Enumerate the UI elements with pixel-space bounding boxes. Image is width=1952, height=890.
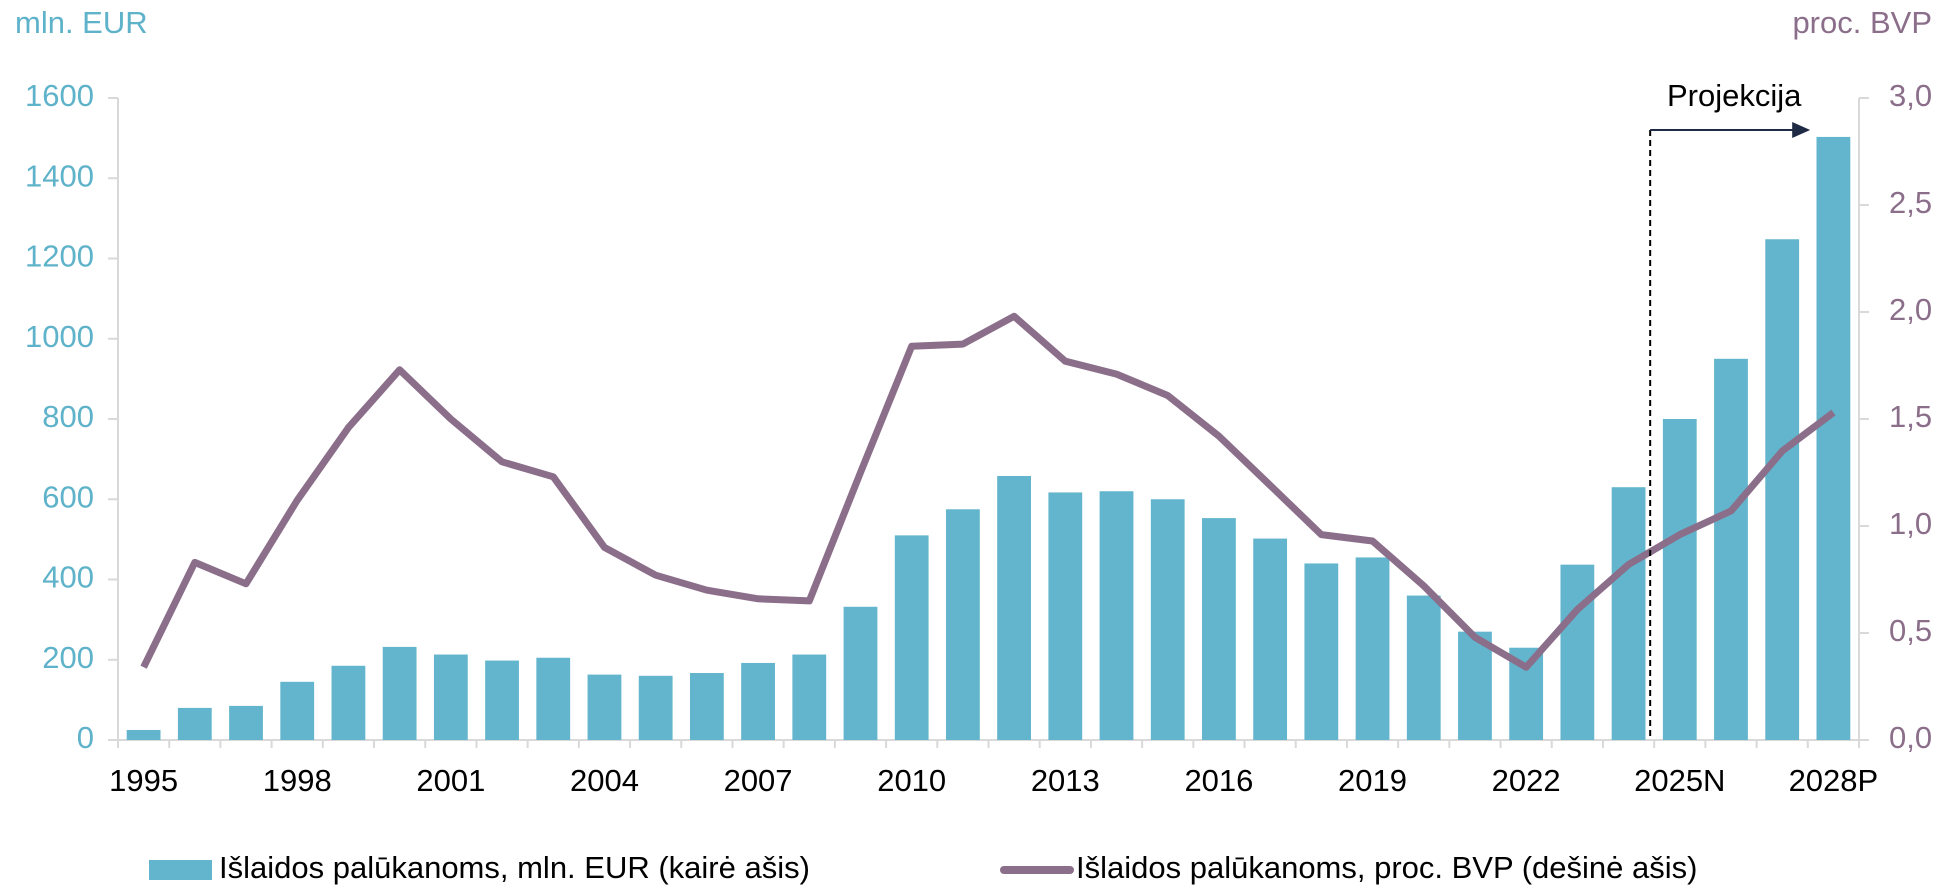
x-tick-label: 2001 [416,763,485,798]
bar [1355,557,1390,740]
y2-tick-label: 2,0 [1889,292,1932,327]
y-tick-label: 400 [42,560,94,595]
annotation: Projekcija [1667,78,1802,113]
y-tick-label: 800 [42,399,94,434]
y2-tick-label: 1,5 [1889,399,1932,434]
bar [1662,419,1697,740]
y-tick-label: 1600 [25,78,94,113]
bar [1816,136,1851,740]
legend-swatch [149,860,212,880]
bar [587,674,622,740]
x-tick-label: 2025N [1634,763,1725,798]
bar [382,646,417,740]
y-tick-label: 1000 [25,319,94,354]
y2-tick-label: 1,0 [1889,506,1932,541]
line [140,312,1836,671]
bar [1560,564,1595,740]
bar [1611,487,1646,740]
bar [1150,499,1185,740]
bar [433,654,468,740]
y-axis-label: mln. EUR [15,5,148,40]
bar [1099,491,1134,740]
bar [1048,492,1083,740]
bar [126,729,161,740]
bar [689,672,724,740]
legend-label: Išlaidos palūkanoms, proc. BVP (dešinė a… [1076,850,1697,885]
bar [843,606,878,740]
y-tick-label: 0 [77,720,94,755]
x-tick-label: 2013 [1031,763,1100,798]
bar [536,657,571,740]
bar [1202,518,1236,740]
legend-label: Išlaidos palūkanoms, mln. EUR (kairė aši… [219,850,810,885]
bar [177,707,212,740]
x-tick-label: 2022 [1492,763,1561,798]
x-tick-label: 2019 [1338,763,1407,798]
bar [485,660,519,740]
bar [741,662,775,740]
y2-tick-label: 0,0 [1889,720,1932,755]
bar [1714,358,1748,740]
y-tick-label: 1200 [25,239,94,274]
x-tick-label: 2007 [724,763,793,798]
bar [1406,595,1441,740]
bar [638,675,673,740]
x-tick-label: 1998 [263,763,332,798]
bar [1765,239,1800,741]
x-tick-label: 1995 [109,763,178,798]
x-tick-label: 2016 [1184,763,1253,798]
x-tick-label: 2028P [1789,763,1879,798]
bar [1304,563,1339,740]
y2-tick-label: 2,5 [1889,185,1932,220]
bar [945,509,980,740]
bar [331,665,366,740]
bar [280,681,315,740]
bar [894,535,929,740]
y2-tick-label: 3,0 [1889,78,1932,113]
y2-axis-label: proc. BVP [1792,5,1932,40]
bar [997,475,1032,740]
y2-tick-label: 0,5 [1889,613,1932,648]
bar [1458,631,1492,740]
x-tick-label: 2004 [570,763,639,798]
bar [792,654,827,740]
projection-arrowhead [1792,122,1811,138]
y-tick-label: 200 [42,640,94,675]
x-tick-label: 2010 [877,763,946,798]
y-tick-label: 600 [42,479,94,514]
bar [1253,538,1288,740]
bar [229,705,263,740]
y-tick-label: 1400 [25,158,94,193]
